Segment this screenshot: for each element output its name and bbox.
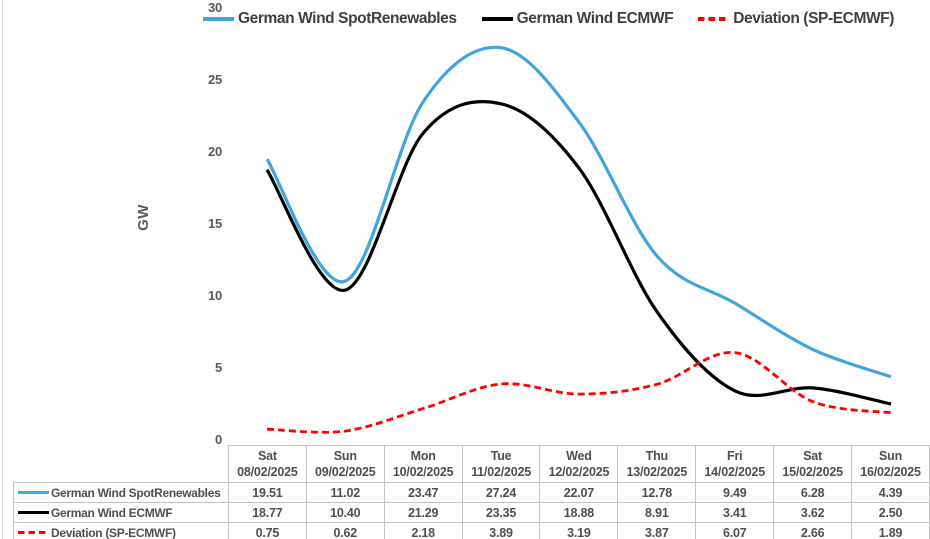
table-row: German Wind ECMWF 18.77 10.40 21.29 23.35 18.…: [13, 502, 930, 523]
series-label: German Wind ECMWF: [51, 505, 173, 520]
series-swatch-icon: [18, 511, 49, 514]
y-tick-label: 30: [207, 0, 222, 15]
y-tick-label: 25: [207, 72, 222, 87]
y-tick-label: 10: [207, 288, 222, 303]
series-label-cell: Deviation (SP-ECMWF): [13, 522, 229, 539]
date-label: 16/02/2025: [860, 465, 921, 479]
weekday-label: Sun: [879, 448, 903, 463]
value-cell: 6.07: [695, 522, 775, 539]
legend-label: German Wind ECMWF: [516, 10, 674, 27]
value-cell: 27.24: [461, 482, 541, 503]
value-cell: 18.77: [227, 502, 307, 523]
table-row: German Wind SpotRenewables 19.51 11.02 23.4…: [13, 482, 930, 503]
table-date-header: Wed 12/02/2025: [539, 445, 619, 483]
value-cell: 11.02: [305, 482, 385, 503]
value-cell: 10.40: [305, 502, 385, 523]
legend-line-swatch-icon: [203, 17, 234, 21]
value-cell: 4.39: [851, 482, 930, 503]
legend-label: German Wind SpotRenewables: [238, 10, 457, 27]
y-tick-label: 20: [207, 144, 222, 159]
series-label: German Wind SpotRenewables: [51, 485, 221, 500]
value-cell: 6.28: [773, 482, 853, 503]
date-label: 13/02/2025: [626, 465, 688, 479]
value-cell: 12.78: [617, 482, 697, 503]
series-line-1: [265, 45, 892, 379]
y-axis-tick-labels: 0 5 10 15 20 25 30: [150, 0, 222, 450]
value-cell: 22.07: [539, 482, 619, 503]
weekday-label: Sun: [333, 448, 357, 463]
value-cell: 3.62: [773, 502, 853, 523]
legend-item: German Wind SpotRenewables: [203, 10, 457, 28]
series-swatch-icon: [18, 531, 49, 534]
series-label-cell: German Wind SpotRenewables: [13, 482, 229, 503]
value-cell: 3.87: [617, 522, 697, 539]
date-label: 09/02/2025: [314, 465, 376, 479]
table-corner-blank: [14, 446, 229, 483]
date-label: 11/02/2025: [471, 465, 531, 479]
y-tick-label: 0: [214, 432, 222, 447]
legend-item: German Wind ECMWF: [481, 10, 674, 28]
legend-item: Deviation (SP-ECMWF): [698, 10, 894, 28]
value-cell: 21.29: [383, 502, 463, 523]
value-cell: 23.35: [461, 502, 541, 523]
plot-area: [265, 45, 892, 434]
table-date-header: Sat 08/02/2025: [227, 445, 307, 483]
date-label: 08/02/2025: [237, 465, 298, 479]
table-row: Deviation (SP-ECMWF) 0.75 0.62 2.18 3.89 3.19…: [13, 522, 930, 539]
chart-legend: German Wind SpotRenewables German Wind EC…: [203, 10, 894, 28]
value-cell: 2.66: [773, 522, 853, 539]
legend-line-swatch-icon: [481, 17, 513, 21]
value-cell: 2.18: [383, 522, 463, 539]
value-cell: 8.91: [617, 502, 697, 523]
value-cell: 0.62: [305, 522, 385, 539]
table-date-header: Sun 09/02/2025: [305, 445, 385, 483]
table-date-header: Tue 11/02/2025: [461, 445, 541, 483]
weekday-label: Tue: [490, 448, 512, 463]
weekday-label: Sat: [257, 448, 277, 463]
legend-label: Deviation (SP-ECMWF): [733, 10, 895, 27]
table-date-header: Fri 14/02/2025: [695, 445, 775, 483]
series-swatch-icon: [18, 491, 49, 494]
weekday-label: Mon: [410, 448, 436, 463]
series-label: Deviation (SP-ECMWF): [51, 525, 176, 539]
table-date-header: Sun 16/02/2025: [851, 445, 930, 483]
date-label: 15/02/2025: [782, 465, 843, 479]
date-label: 12/02/2025: [548, 465, 610, 479]
value-cell: 1.89: [851, 522, 930, 539]
value-cell: 3.89: [461, 522, 541, 539]
series-line-3: [266, 351, 892, 434]
weekday-label: Wed: [566, 448, 592, 463]
value-cell: 2.50: [851, 502, 930, 523]
value-cell: 23.47: [383, 482, 463, 503]
value-cell: 3.19: [539, 522, 619, 539]
value-cell: 9.49: [695, 482, 775, 503]
weekday-label: Fri: [727, 448, 743, 463]
value-cell: 3.41: [695, 502, 775, 523]
date-label: 14/02/2025: [704, 465, 765, 479]
value-cell: 0.75: [227, 522, 307, 539]
window-left-border: [2, 0, 3, 539]
series-label-cell: German Wind ECMWF: [13, 502, 229, 523]
series-line-2: [265, 100, 892, 406]
weekday-label: Sat: [803, 448, 823, 463]
y-tick-label: 5: [214, 360, 222, 375]
table-header-row: Sat 08/02/2025 Sun 09/02/2025 Mon 10/02/2025 T…: [14, 445, 930, 483]
table-date-header: Thu 13/02/2025: [617, 445, 697, 483]
date-label: 10/02/2025: [392, 465, 454, 479]
chart-data-table: Sat 08/02/2025 Sun 09/02/2025 Mon 10/02/2025 T…: [13, 445, 930, 539]
value-cell: 18.88: [539, 502, 619, 523]
value-cell: 19.51: [227, 482, 307, 503]
table-date-header: Sat 15/02/2025: [773, 445, 853, 483]
y-tick-label: 15: [207, 216, 222, 231]
table-date-header: Mon 10/02/2025: [383, 445, 463, 483]
weekday-label: Thu: [645, 448, 669, 463]
legend-line-swatch-icon: [698, 17, 730, 21]
